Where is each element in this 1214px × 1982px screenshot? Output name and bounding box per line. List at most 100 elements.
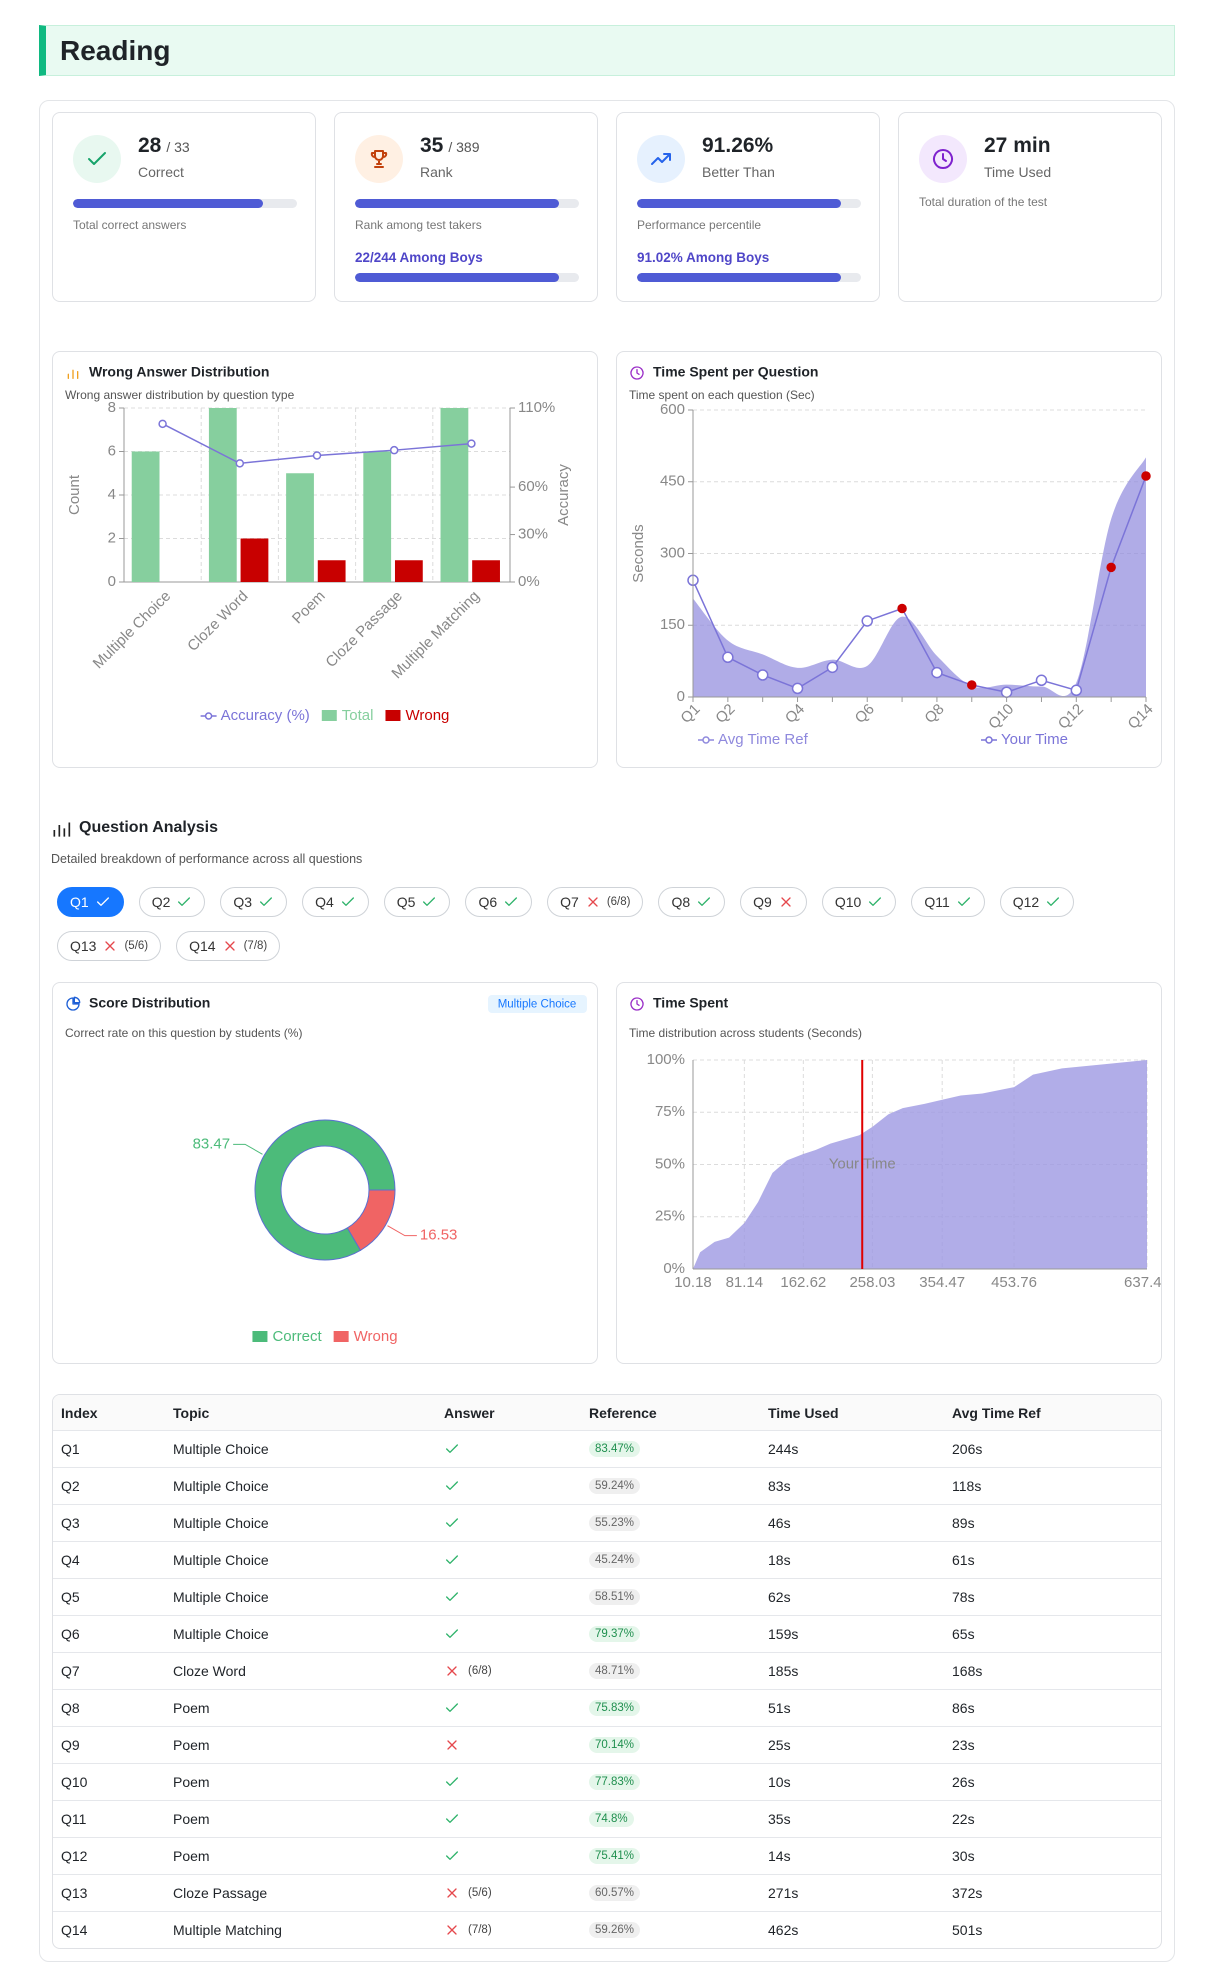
y-tick-label: 0% bbox=[663, 1260, 685, 1277]
progress-fill bbox=[355, 273, 559, 282]
cell-avg: 86s bbox=[952, 1700, 975, 1716]
y-axis-label: Seconds bbox=[630, 524, 647, 582]
chip-label: Q4 bbox=[315, 894, 334, 910]
section-title: Question Analysis bbox=[79, 819, 218, 836]
column-header: Reference bbox=[589, 1404, 657, 1421]
y-tick-label: 8 bbox=[108, 399, 116, 416]
cell-topic: Multiple Choice bbox=[173, 1478, 269, 1494]
progress-fill bbox=[637, 199, 842, 208]
stat-description: Rank among test takers bbox=[355, 218, 482, 232]
answer-score: (7/8) bbox=[468, 1924, 492, 1936]
legend-icon bbox=[333, 1331, 349, 1342]
point bbox=[826, 661, 839, 674]
icon-path bbox=[446, 1629, 458, 1638]
question-chip[interactable]: Q13 (5/6) bbox=[57, 931, 162, 961]
icon bbox=[446, 1444, 458, 1453]
cell-time: 62s bbox=[768, 1589, 791, 1605]
chart-title: Time Spent per Question bbox=[653, 364, 818, 380]
table-row: Q11 Poem 74.8% 35s 22s bbox=[53, 1800, 1161, 1837]
icon bbox=[651, 153, 671, 165]
header: Reading bbox=[39, 25, 1175, 76]
x-tick-label: Q12 bbox=[1055, 701, 1087, 733]
y2-tick-label: 30% bbox=[518, 526, 548, 543]
cell-index: Q3 bbox=[61, 1515, 80, 1531]
icon bbox=[96, 897, 109, 906]
question-chip[interactable]: Q1 bbox=[57, 887, 124, 917]
question-chip[interactable]: Q14 (7/8) bbox=[176, 931, 281, 961]
question-chip[interactable]: Q11 bbox=[911, 887, 985, 917]
pie-slice bbox=[346, 1189, 396, 1252]
legend-icon bbox=[321, 710, 337, 721]
question-chip[interactable]: Q9 bbox=[740, 887, 807, 917]
cell-answer bbox=[436, 1515, 581, 1531]
question-chip[interactable]: Q6 bbox=[465, 887, 533, 917]
icon-path bbox=[446, 1555, 458, 1564]
y-tick-label: 150 bbox=[660, 616, 685, 633]
x-tick-label: Cloze Passage bbox=[322, 588, 405, 671]
page-title: Reading bbox=[60, 35, 171, 66]
badge bbox=[488, 995, 587, 1013]
reference-badge: 58.51% bbox=[589, 1589, 641, 1605]
legend: Correct Wrong bbox=[252, 1328, 398, 1345]
chart-subtitle: Correct rate on this question by student… bbox=[65, 1026, 302, 1040]
cell-avg: 22s bbox=[952, 1811, 975, 1827]
chip-score: (6/8) bbox=[606, 896, 631, 908]
point bbox=[1000, 686, 1013, 698]
stat-card: 28/ 33 Correct Total correct answers bbox=[52, 112, 316, 302]
bar bbox=[472, 560, 500, 582]
legend-icon bbox=[204, 712, 213, 720]
y-tick-label: 6 bbox=[108, 442, 116, 459]
question-chip[interactable]: Q2 bbox=[138, 887, 206, 917]
reference-badge: 45.24% bbox=[589, 1552, 641, 1568]
point bbox=[1141, 471, 1151, 481]
icon bbox=[105, 941, 116, 951]
area bbox=[693, 457, 1146, 697]
cell-avg: 30s bbox=[952, 1848, 975, 1864]
cell-time: 10s bbox=[768, 1774, 791, 1790]
question-chip[interactable]: Q3 bbox=[220, 887, 288, 917]
chip-label: Q13 bbox=[70, 938, 97, 954]
pie-slice bbox=[254, 1119, 396, 1261]
chart: Time Spent Time distribution across stude… bbox=[629, 995, 1170, 1291]
icon-path bbox=[698, 897, 711, 906]
table-row: Q3 Multiple Choice 55.23% 46s 89s bbox=[53, 1504, 1161, 1541]
stat-sub: 22/244 Among Boys bbox=[355, 250, 483, 265]
panel bbox=[39, 100, 1175, 1962]
question-chip[interactable]: Q4 bbox=[302, 887, 369, 917]
chip-label: Q1 bbox=[70, 894, 89, 910]
analysis-icon bbox=[53, 822, 71, 837]
cell-answer bbox=[436, 1811, 581, 1827]
column-header: Index bbox=[61, 1404, 98, 1421]
question-chip[interactable]: Q10 bbox=[821, 887, 897, 917]
cell-reference: 58.51% bbox=[581, 1589, 760, 1605]
question-chip[interactable]: Q8 bbox=[658, 887, 726, 917]
stat-label: Correct bbox=[138, 164, 184, 180]
reference-badge: 59.26% bbox=[589, 1922, 641, 1938]
table-row: Q12 Poem 75.41% 14s 30s bbox=[53, 1837, 1161, 1874]
icon-path bbox=[957, 897, 970, 906]
cell-reference: 77.83% bbox=[581, 1774, 760, 1790]
x-tick-label: 453.76 bbox=[991, 1274, 1037, 1291]
icon-path bbox=[588, 897, 598, 907]
y2-tick-label: 60% bbox=[518, 478, 548, 495]
cell-time: 271s bbox=[768, 1885, 799, 1901]
question-chip[interactable]: Q12 bbox=[999, 887, 1075, 917]
question-chip[interactable]: Q7 (6/8) bbox=[547, 887, 644, 917]
icon-path bbox=[651, 153, 671, 165]
point bbox=[1070, 684, 1083, 697]
cell-reference: 48.71% bbox=[581, 1663, 760, 1679]
icon-path bbox=[446, 1851, 458, 1860]
stat-total: / 389 bbox=[448, 139, 480, 155]
table-row: Q1 Multiple Choice 83.47% 244s 206s bbox=[53, 1430, 1161, 1467]
icon bbox=[446, 1629, 458, 1638]
icon bbox=[260, 897, 273, 906]
table-row: Q7 Cloze Word (6/8) 48.71% 185s 168s bbox=[53, 1652, 1161, 1689]
cell-avg: 65s bbox=[952, 1626, 975, 1642]
icon-path bbox=[370, 150, 388, 168]
question-chip[interactable]: Q5 bbox=[383, 887, 451, 917]
icon bbox=[698, 897, 711, 906]
y-tick-label: 25% bbox=[655, 1208, 685, 1225]
legend: Your Time bbox=[981, 731, 1068, 748]
chip-label: Q2 bbox=[151, 894, 171, 910]
